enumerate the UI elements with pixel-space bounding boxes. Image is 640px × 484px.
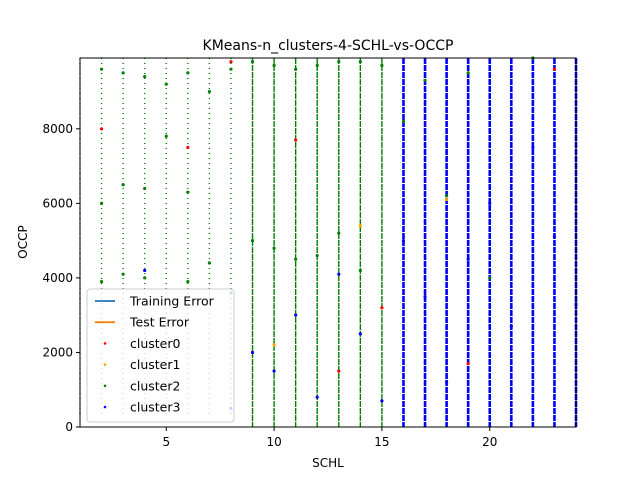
cluster0-point bbox=[186, 145, 190, 150]
plot-frame bbox=[79, 57, 577, 428]
cluster2-point bbox=[315, 63, 319, 68]
cluster2-point bbox=[186, 190, 190, 194]
cluster2-point bbox=[358, 268, 362, 273]
cluster3-point bbox=[466, 257, 470, 261]
chart-title: KMeans-n_clusters-4-SCHL-vs-OCCP bbox=[203, 38, 454, 54]
legend-marker-swatch bbox=[103, 342, 107, 345]
cluster3-point bbox=[315, 395, 319, 399]
cluster1-point bbox=[445, 198, 449, 202]
legend-box bbox=[86, 288, 235, 423]
cluster2-point bbox=[229, 67, 233, 71]
cluster0-point bbox=[380, 306, 384, 310]
cluster0-points bbox=[99, 60, 557, 373]
cluster2-point bbox=[121, 272, 125, 276]
cluster3-point bbox=[423, 294, 427, 299]
cluster2-point bbox=[186, 71, 190, 75]
cluster2-point bbox=[294, 67, 298, 71]
cluster1-point bbox=[272, 343, 276, 347]
cluster3-point bbox=[488, 201, 492, 205]
cluster0-point bbox=[466, 362, 470, 366]
x-tick-label: 15 bbox=[374, 435, 389, 449]
legend-entry-label: Training Error bbox=[129, 294, 215, 309]
cluster2-point bbox=[337, 231, 341, 235]
cluster2-point bbox=[99, 280, 104, 284]
cluster2-point bbox=[272, 63, 276, 68]
cluster2-points bbox=[99, 56, 535, 295]
cluster0-point bbox=[229, 60, 233, 64]
cluster0-point bbox=[99, 127, 104, 131]
legend-entry-label: cluster1 bbox=[130, 357, 180, 372]
cluster3-point bbox=[380, 399, 384, 403]
y-tick-label: 0 bbox=[65, 420, 73, 434]
cluster2-point bbox=[466, 71, 470, 75]
cluster2-point bbox=[143, 276, 147, 280]
cluster2-point bbox=[380, 63, 384, 68]
cluster2-point bbox=[250, 239, 255, 243]
cluster1-point bbox=[358, 224, 362, 228]
cluster2-point bbox=[207, 89, 211, 94]
y-tick-label: 6000 bbox=[42, 196, 73, 210]
cluster2-point bbox=[294, 257, 298, 261]
cluster0-point bbox=[552, 67, 557, 71]
y-tick-label: 4000 bbox=[42, 271, 73, 285]
cluster2-point bbox=[315, 253, 319, 258]
cluster2-point bbox=[164, 82, 168, 86]
cluster3-point bbox=[294, 313, 298, 317]
cluster2-point bbox=[99, 201, 104, 205]
legend-marker-swatch bbox=[103, 384, 107, 388]
cluster3-point bbox=[401, 239, 406, 243]
x-tick-label: 20 bbox=[482, 435, 497, 449]
cluster1-points bbox=[272, 198, 449, 347]
cluster2-point bbox=[445, 194, 449, 198]
cluster0-point bbox=[294, 138, 298, 142]
cluster2-point bbox=[401, 119, 406, 123]
x-tick-label: 5 bbox=[162, 435, 170, 449]
cluster2-point bbox=[186, 280, 190, 284]
cluster3-point bbox=[531, 145, 535, 150]
cluster2-point bbox=[272, 246, 276, 250]
cluster2-point bbox=[121, 183, 125, 187]
legend-entry-label: cluster2 bbox=[130, 378, 180, 393]
cluster2-point bbox=[143, 75, 147, 79]
cluster2-point bbox=[121, 71, 125, 75]
legend-entry-label: cluster3 bbox=[130, 400, 180, 415]
cluster3-point bbox=[509, 324, 513, 328]
cluster2-point bbox=[143, 186, 147, 191]
x-tick-label: 10 bbox=[266, 435, 281, 449]
x-axis-label: SCHL bbox=[312, 456, 344, 470]
cluster3-points bbox=[143, 145, 578, 410]
cluster3-point bbox=[337, 272, 341, 276]
legend-entry-label: Test Error bbox=[129, 315, 190, 330]
cluster3-point bbox=[445, 380, 449, 384]
y-tick-label: 2000 bbox=[42, 345, 73, 359]
cluster3-point bbox=[143, 268, 147, 273]
y-tick-label: 8000 bbox=[42, 122, 73, 136]
legend-marker-swatch bbox=[103, 405, 107, 409]
cluster2-point bbox=[207, 261, 211, 265]
cluster2-point bbox=[250, 60, 255, 64]
y-axis-ticks: 0 2000 4000 6000 8000 bbox=[42, 122, 80, 434]
x-axis-ticks: 5 10 15 20 bbox=[162, 427, 497, 449]
legend-entry-label: cluster0 bbox=[130, 336, 181, 351]
cluster2-point bbox=[337, 60, 341, 64]
cluster3-point bbox=[272, 369, 276, 373]
legend-marker-swatch bbox=[103, 363, 107, 366]
cluster3-point bbox=[358, 332, 362, 336]
y-axis-label: OCCP bbox=[16, 225, 30, 258]
cluster2-point bbox=[488, 276, 492, 280]
cluster3-point bbox=[250, 350, 255, 355]
cluster0-point bbox=[337, 369, 341, 373]
cluster2-point bbox=[423, 78, 427, 82]
legend: Training Error Test Error cluster0 cluster1… bbox=[86, 288, 235, 423]
cluster2-point bbox=[164, 134, 168, 138]
cluster2-point bbox=[99, 67, 104, 71]
cluster3-point bbox=[552, 235, 557, 239]
cluster2-point bbox=[358, 60, 362, 64]
